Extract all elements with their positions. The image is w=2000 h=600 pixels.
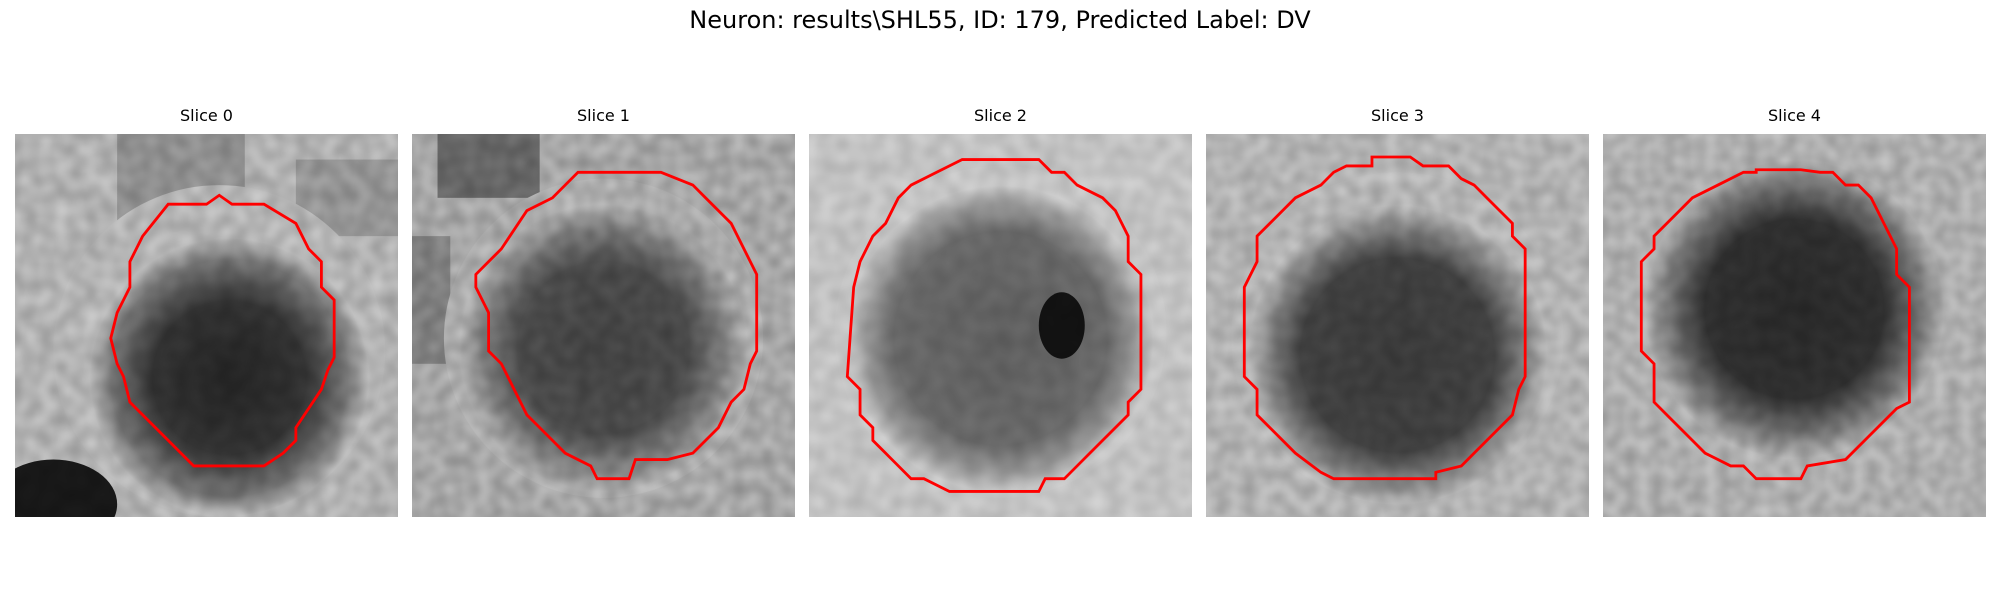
slice-image-0 — [15, 134, 398, 517]
figure-title: Neuron: results\SHL55, ID: 179, Predicte… — [689, 6, 1311, 34]
slice-panel-0: Slice 0 — [15, 106, 398, 517]
slice-title-2: Slice 2 — [974, 106, 1027, 125]
slice-0-contour — [109, 193, 336, 468]
slice-title-1: Slice 1 — [577, 106, 630, 125]
slice-image-3 — [1206, 134, 1589, 517]
slice-title-4: Slice 4 — [1768, 106, 1821, 125]
slice-3-contour — [1242, 155, 1527, 481]
slice-image-4 — [1603, 134, 1986, 517]
slice-image-2 — [809, 134, 1192, 517]
slice-title-3: Slice 3 — [1371, 106, 1424, 125]
slice-1-contour — [474, 170, 759, 481]
slice-2-contour — [845, 158, 1143, 493]
slice-image-1 — [412, 134, 795, 517]
slice-panel-1: Slice 1 — [412, 106, 795, 517]
slice-4-contour — [1639, 168, 1911, 481]
slice-panel-2: Slice 2 — [809, 106, 1192, 517]
slice-panel-4: Slice 4 — [1603, 106, 1986, 517]
slice-title-0: Slice 0 — [180, 106, 233, 125]
slice-panel-3: Slice 3 — [1206, 106, 1589, 517]
